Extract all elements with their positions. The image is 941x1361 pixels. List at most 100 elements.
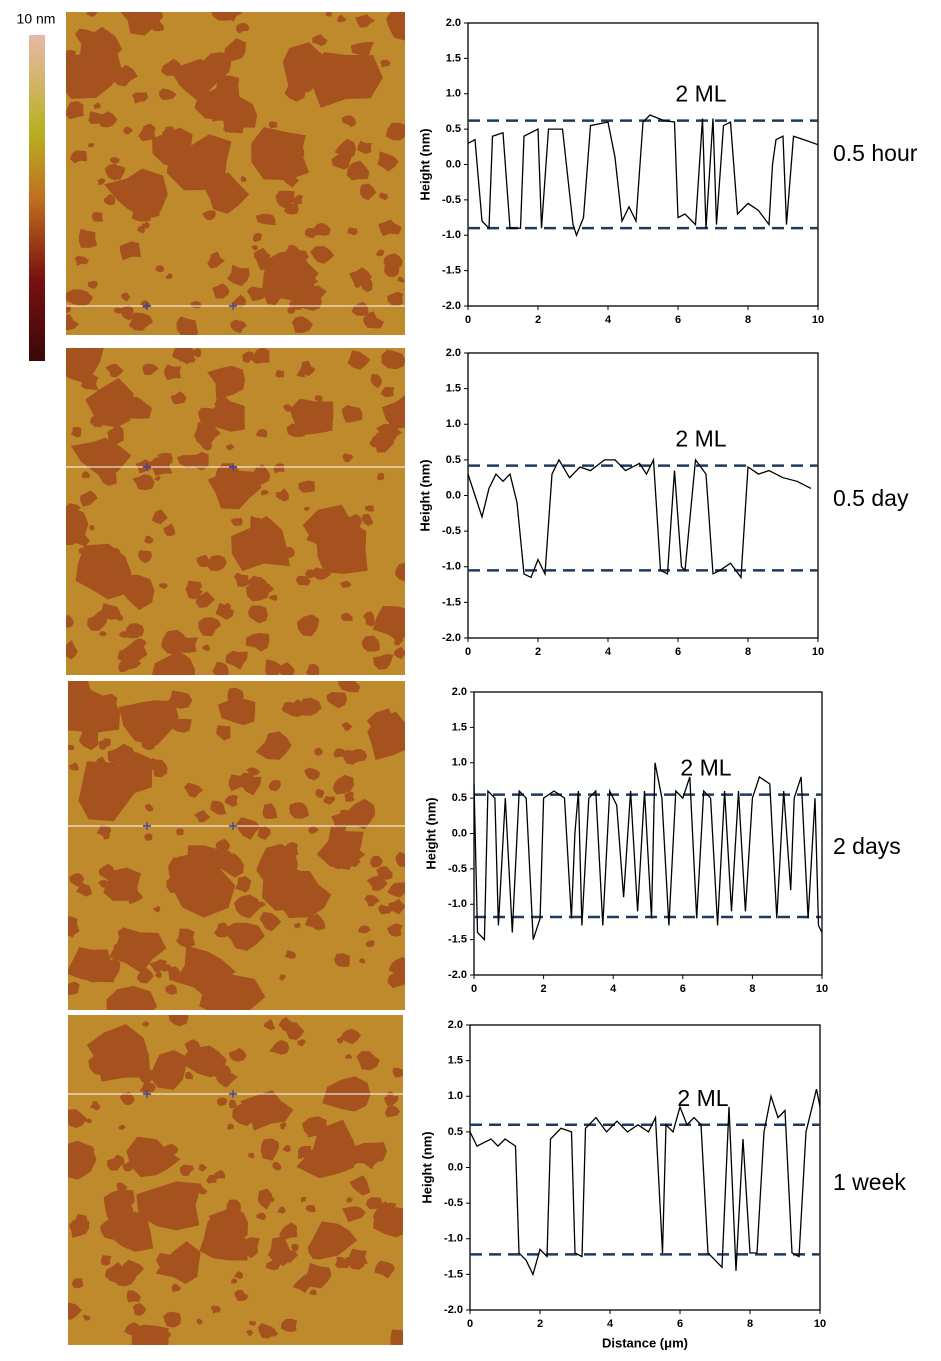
afm-domain <box>159 88 177 101</box>
afm-domain <box>137 225 146 234</box>
afm-domain <box>95 756 109 772</box>
afm-domain <box>366 875 388 891</box>
afm-domain <box>269 1039 290 1055</box>
afm-domain <box>168 1015 189 1027</box>
x-tick-label: 6 <box>677 1318 683 1330</box>
afm-domain <box>298 480 315 493</box>
afm-domain <box>144 803 154 812</box>
afm-domain <box>86 12 98 17</box>
afm-domain <box>347 1248 368 1265</box>
afm-domain <box>379 192 388 201</box>
x-tick-label: 0 <box>467 1318 473 1330</box>
afm-domain <box>165 1257 177 1267</box>
profile-line <box>473 762 823 942</box>
afm-domain <box>175 1247 186 1256</box>
afm-domain <box>142 363 159 375</box>
annotation: 2 ML <box>680 755 731 781</box>
afm-domain <box>167 966 182 982</box>
afm-domain <box>372 653 394 670</box>
afm-domain <box>234 1289 249 1301</box>
y-tick-label: 1.0 <box>448 1090 463 1102</box>
afm-domain <box>272 1161 282 1171</box>
afm-domain <box>176 828 184 836</box>
afm-domain <box>386 923 403 937</box>
profile-line <box>469 1088 821 1277</box>
afm-domain <box>155 971 162 979</box>
afm-domain <box>281 1024 289 1032</box>
afm-domain <box>126 1290 141 1303</box>
annotation: 2 ML <box>675 81 726 107</box>
afm-domain <box>66 101 84 120</box>
afm-domain <box>82 1314 91 1321</box>
afm-domain <box>240 176 247 183</box>
afm-domain <box>69 762 79 771</box>
y-tick-label: -1.0 <box>448 898 467 910</box>
afm-domain <box>160 58 183 76</box>
afm-domain <box>230 1278 238 1284</box>
afm-domain <box>341 115 356 127</box>
annotation: 2 ML <box>677 1085 728 1111</box>
y-tick-label: -0.5 <box>442 194 461 206</box>
afm-domain <box>248 1152 255 1159</box>
afm-domain <box>362 1155 378 1170</box>
afm-domain <box>336 14 347 23</box>
afm-domain <box>269 1196 275 1202</box>
afm-domain <box>229 1099 238 1109</box>
afm-domain <box>210 800 227 815</box>
afm-domain <box>375 249 385 257</box>
afm-domain <box>68 1109 87 1129</box>
afm-domain <box>227 264 250 287</box>
afm-domain <box>160 963 172 972</box>
y-tick-label: -1.0 <box>444 1233 463 1245</box>
afm-domain <box>334 1256 350 1269</box>
afm-domain <box>88 143 95 148</box>
x-tick-label: 4 <box>610 983 617 995</box>
afm-domain <box>139 1081 156 1094</box>
afm-domain <box>387 291 404 306</box>
afm-domain <box>196 1318 203 1325</box>
afm-domain <box>117 929 124 937</box>
afm-domain <box>232 294 247 308</box>
y-tick-label: -2.0 <box>448 969 467 981</box>
y-tick-label: 1.5 <box>446 52 461 64</box>
afm-domain <box>74 1214 88 1225</box>
afm-domain <box>308 1238 329 1260</box>
afm-domain <box>102 832 110 840</box>
afm-domain <box>127 958 146 970</box>
afm-domain <box>235 876 252 893</box>
afm-domain <box>388 898 405 915</box>
x-tick-label: 4 <box>605 646 612 658</box>
afm-domain <box>264 862 276 874</box>
afm-domain <box>106 985 158 1010</box>
colorbar-label: 10 nm <box>17 11 56 27</box>
afm-domain <box>282 1145 291 1153</box>
afm-domain <box>256 1212 267 1221</box>
afm-domain <box>336 1036 344 1044</box>
y-tick-label: 1.5 <box>448 1055 463 1067</box>
afm-domain <box>207 401 245 432</box>
afm-domain <box>80 373 99 391</box>
afm-domain <box>259 911 282 932</box>
afm-domain <box>157 1053 182 1073</box>
afm-domain <box>132 474 155 491</box>
y-tick-label: -2.0 <box>442 632 461 644</box>
afm-domain <box>386 12 405 41</box>
y-axis-label: Height (nm) <box>417 128 432 200</box>
y-tick-label: -2.0 <box>444 1304 463 1316</box>
afm-domain <box>169 851 236 918</box>
afm-domain <box>234 572 249 587</box>
afm-domain <box>326 691 348 709</box>
afm-domain <box>81 471 90 479</box>
x-tick-label: 2 <box>535 314 541 326</box>
y-tick-label: 2.0 <box>452 686 467 698</box>
afm-domain <box>197 1164 208 1172</box>
afm-domain <box>150 1198 170 1212</box>
afm-domain <box>314 747 324 756</box>
afm-domain <box>370 855 383 868</box>
x-tick-label: 10 <box>816 983 828 995</box>
afm-domain <box>265 659 284 675</box>
afm-domain <box>337 809 357 826</box>
afm-domain <box>144 833 153 841</box>
y-tick-label: 1.0 <box>452 757 467 769</box>
afm-domain <box>151 509 168 525</box>
